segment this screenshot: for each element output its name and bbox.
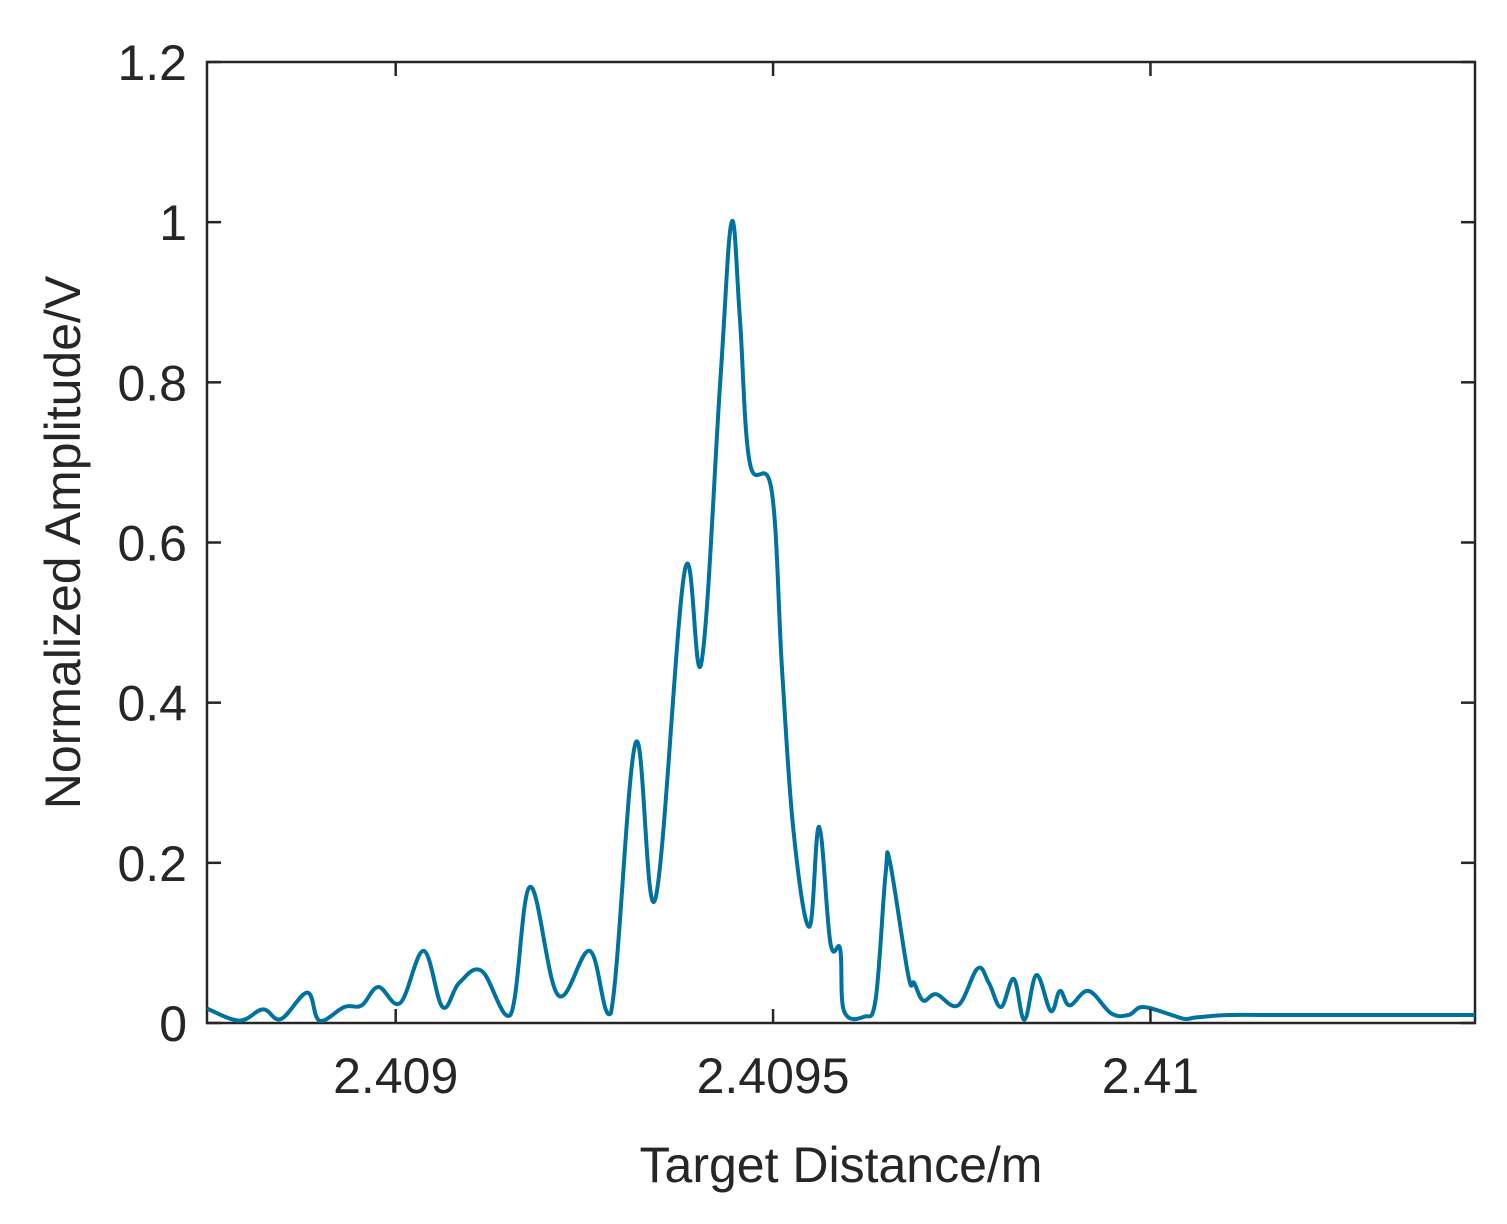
y-axis-ticks: 0 0.2 0.4 0.6 0.8 1 1.2 [117, 35, 1475, 1052]
y-tick-label: 0 [159, 996, 187, 1052]
y-tick-label: 0.4 [117, 676, 187, 732]
y-tick-label: 0.2 [117, 836, 187, 892]
x-axis-ticks: 2.409 2.4095 2.41 [333, 62, 1199, 1104]
x-tick-label: 2.4095 [697, 1048, 850, 1104]
series-line [207, 218, 1475, 1023]
y-tick-label: 1 [159, 195, 187, 251]
y-tick-label: 1.2 [117, 35, 187, 91]
plot-area [205, 60, 1477, 1025]
x-tick-label: 2.41 [1102, 1048, 1199, 1104]
axes-frame [205, 60, 1477, 1025]
y-tick-label: 0.8 [117, 355, 187, 411]
x-tick-label: 2.409 [333, 1048, 458, 1104]
y-tick-label: 0.6 [117, 516, 187, 572]
x-axis-label: Target Distance/m [640, 1137, 1043, 1193]
y-axis-label: Normalized Amplitude/V [35, 275, 91, 809]
